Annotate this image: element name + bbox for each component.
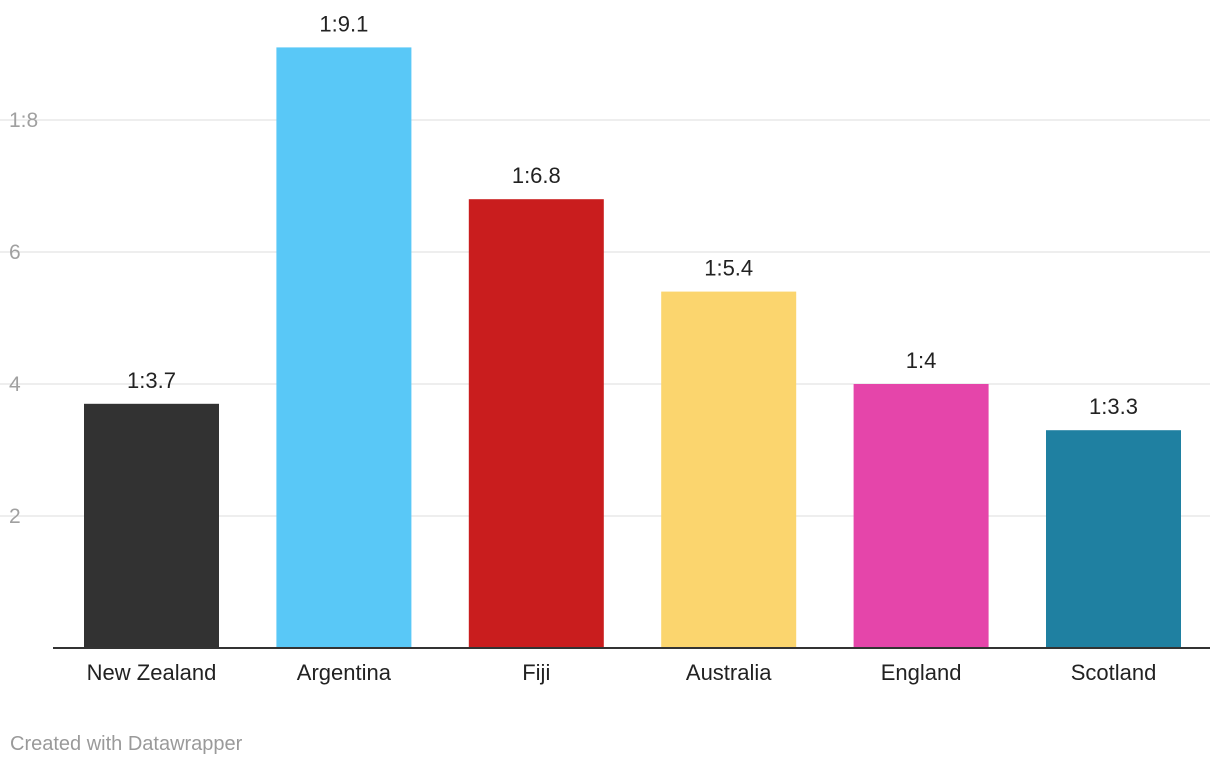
y-tick-label: 4 — [9, 373, 21, 396]
x-category-label: England — [881, 660, 962, 685]
gridlines — [0, 119, 1210, 517]
bars — [84, 47, 1181, 648]
x-axis-category-labels: New Zealand Argentina Fiji Australia England… — [87, 660, 1157, 685]
bar-value-label: 1:4 — [906, 348, 937, 373]
x-category-label: Scotland — [1071, 660, 1157, 685]
footer-credit: Created with Datawrapper — [10, 733, 243, 755]
x-category-label: Argentina — [297, 660, 392, 685]
bar — [1046, 430, 1181, 648]
bar-value-label: 1:3.7 — [127, 368, 176, 393]
y-tick-label: 6 — [9, 241, 21, 264]
x-category-label: New Zealand — [87, 660, 217, 685]
bar — [84, 403, 219, 648]
bar-value-label: 1:9.1 — [319, 11, 368, 36]
bar — [661, 291, 797, 648]
y-tick-label: 1:8 — [9, 109, 38, 132]
value-labels: 1:3.7 1:9.1 1:6.8 1:5.4 1:4 1:3.3 — [127, 11, 1138, 419]
bar-value-label: 1:3.3 — [1089, 394, 1138, 419]
y-axis-tick-labels: 2 4 6 1:8 — [9, 109, 38, 528]
x-category-label: Australia — [686, 660, 772, 685]
bar-value-label: 1:6.8 — [512, 163, 561, 188]
bar-value-label: 1:5.4 — [704, 256, 753, 281]
y-tick-label: 2 — [9, 505, 21, 528]
bar — [468, 199, 604, 648]
bar — [276, 47, 412, 648]
bar — [853, 384, 989, 648]
x-category-label: Fiji — [522, 660, 550, 685]
